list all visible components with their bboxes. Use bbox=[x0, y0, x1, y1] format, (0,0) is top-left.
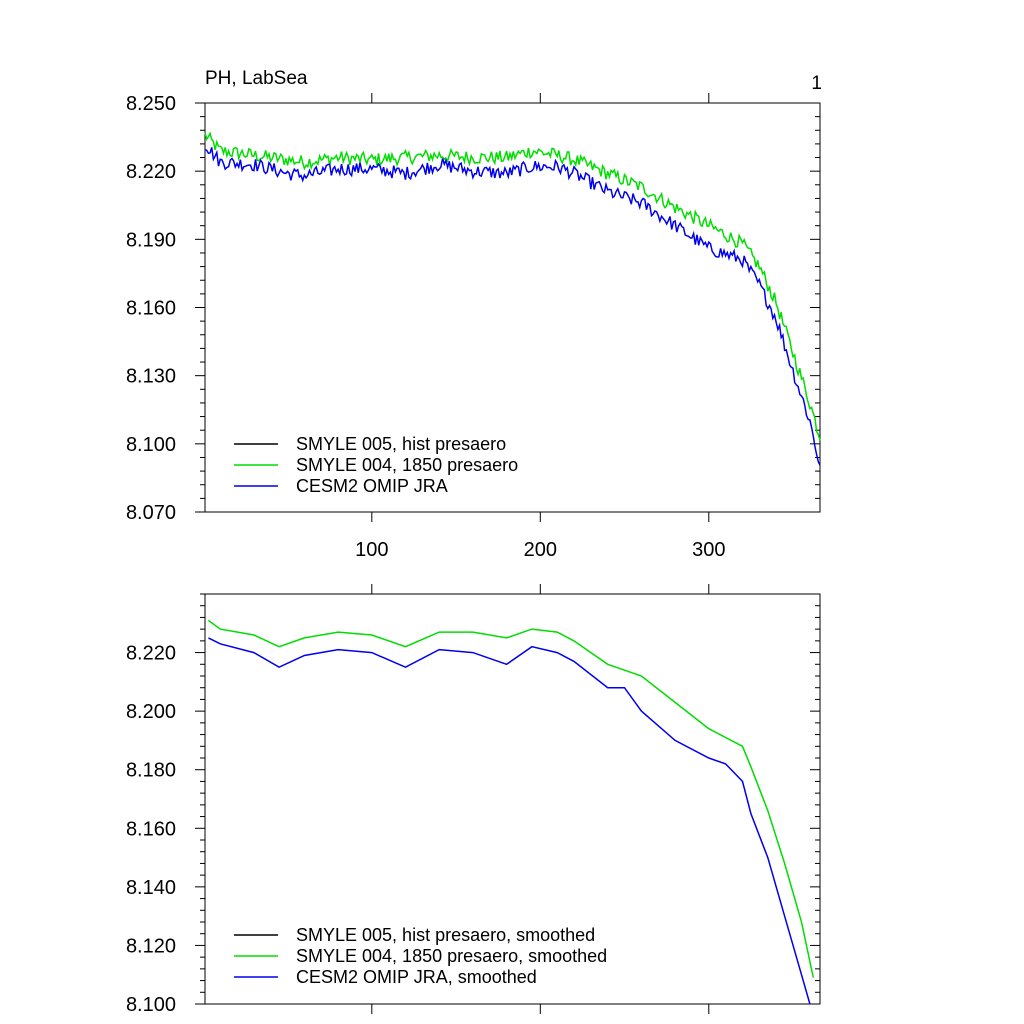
legend-label: CESM2 OMIP JRA, smoothed bbox=[296, 967, 537, 987]
x-tick-label: 100 bbox=[355, 539, 388, 561]
y-tick-label: 8.070 bbox=[126, 502, 176, 524]
series-line-2 bbox=[208, 637, 811, 1005]
x-tick-label: 200 bbox=[524, 539, 557, 561]
y-tick-label: 8.220 bbox=[126, 643, 176, 665]
axis-ticks bbox=[195, 584, 820, 1014]
legend-label: CESM2 OMIP JRA bbox=[296, 476, 448, 496]
y-tick-label: 8.160 bbox=[126, 298, 176, 320]
plot-frame bbox=[204, 593, 821, 1005]
tick-labels: 8.100 8.120 8.140 8.160 8.180 8.200 8.220 bbox=[126, 643, 176, 1016]
y-tick-label: 8.220 bbox=[126, 161, 176, 183]
series-line-1 bbox=[207, 619, 815, 978]
y-tick-label: 8.100 bbox=[126, 994, 176, 1016]
series-lines bbox=[207, 619, 815, 1005]
series-line-1 bbox=[204, 131, 821, 441]
y-tick-label: 8.190 bbox=[126, 229, 176, 251]
chart-title: PH, LabSea bbox=[205, 68, 308, 89]
y-tick-label: 8.100 bbox=[126, 434, 176, 456]
legend: SMYLE 005, hist presaero, smoothedSMYLE … bbox=[234, 925, 607, 987]
legend-label: SMYLE 005, hist presaero, smoothed bbox=[296, 925, 595, 945]
y-tick-label: 8.120 bbox=[126, 935, 176, 957]
legend-label: SMYLE 004, 1850 presaero bbox=[296, 455, 518, 475]
tick-labels: 8.070 8.100 8.130 8.160 8.190 8.220 8.250 100 20… bbox=[126, 93, 726, 561]
y-tick-label: 8.130 bbox=[126, 366, 176, 388]
y-tick-label: 8.160 bbox=[126, 818, 176, 840]
axis-ticks bbox=[195, 93, 820, 522]
legend-label: SMYLE 004, 1850 presaero, smoothed bbox=[296, 946, 607, 966]
panel-number: 1 bbox=[811, 73, 822, 94]
x-tick-label: 300 bbox=[692, 539, 725, 561]
y-tick-label: 8.250 bbox=[126, 93, 176, 115]
y-tick-label: 8.180 bbox=[126, 760, 176, 782]
y-tick-label: 8.200 bbox=[126, 701, 176, 723]
chart-panel-1: 8.070 8.100 8.130 8.160 8.190 8.220 8.250 100 20… bbox=[126, 68, 822, 561]
series-lines bbox=[204, 131, 821, 466]
y-tick-label: 8.140 bbox=[126, 877, 176, 899]
chart-panel-2: 8.100 8.120 8.140 8.160 8.180 8.200 8.220 SMYL… bbox=[126, 584, 821, 1016]
series-line-2 bbox=[204, 147, 821, 466]
legend-label: SMYLE 005, hist presaero bbox=[296, 434, 506, 454]
